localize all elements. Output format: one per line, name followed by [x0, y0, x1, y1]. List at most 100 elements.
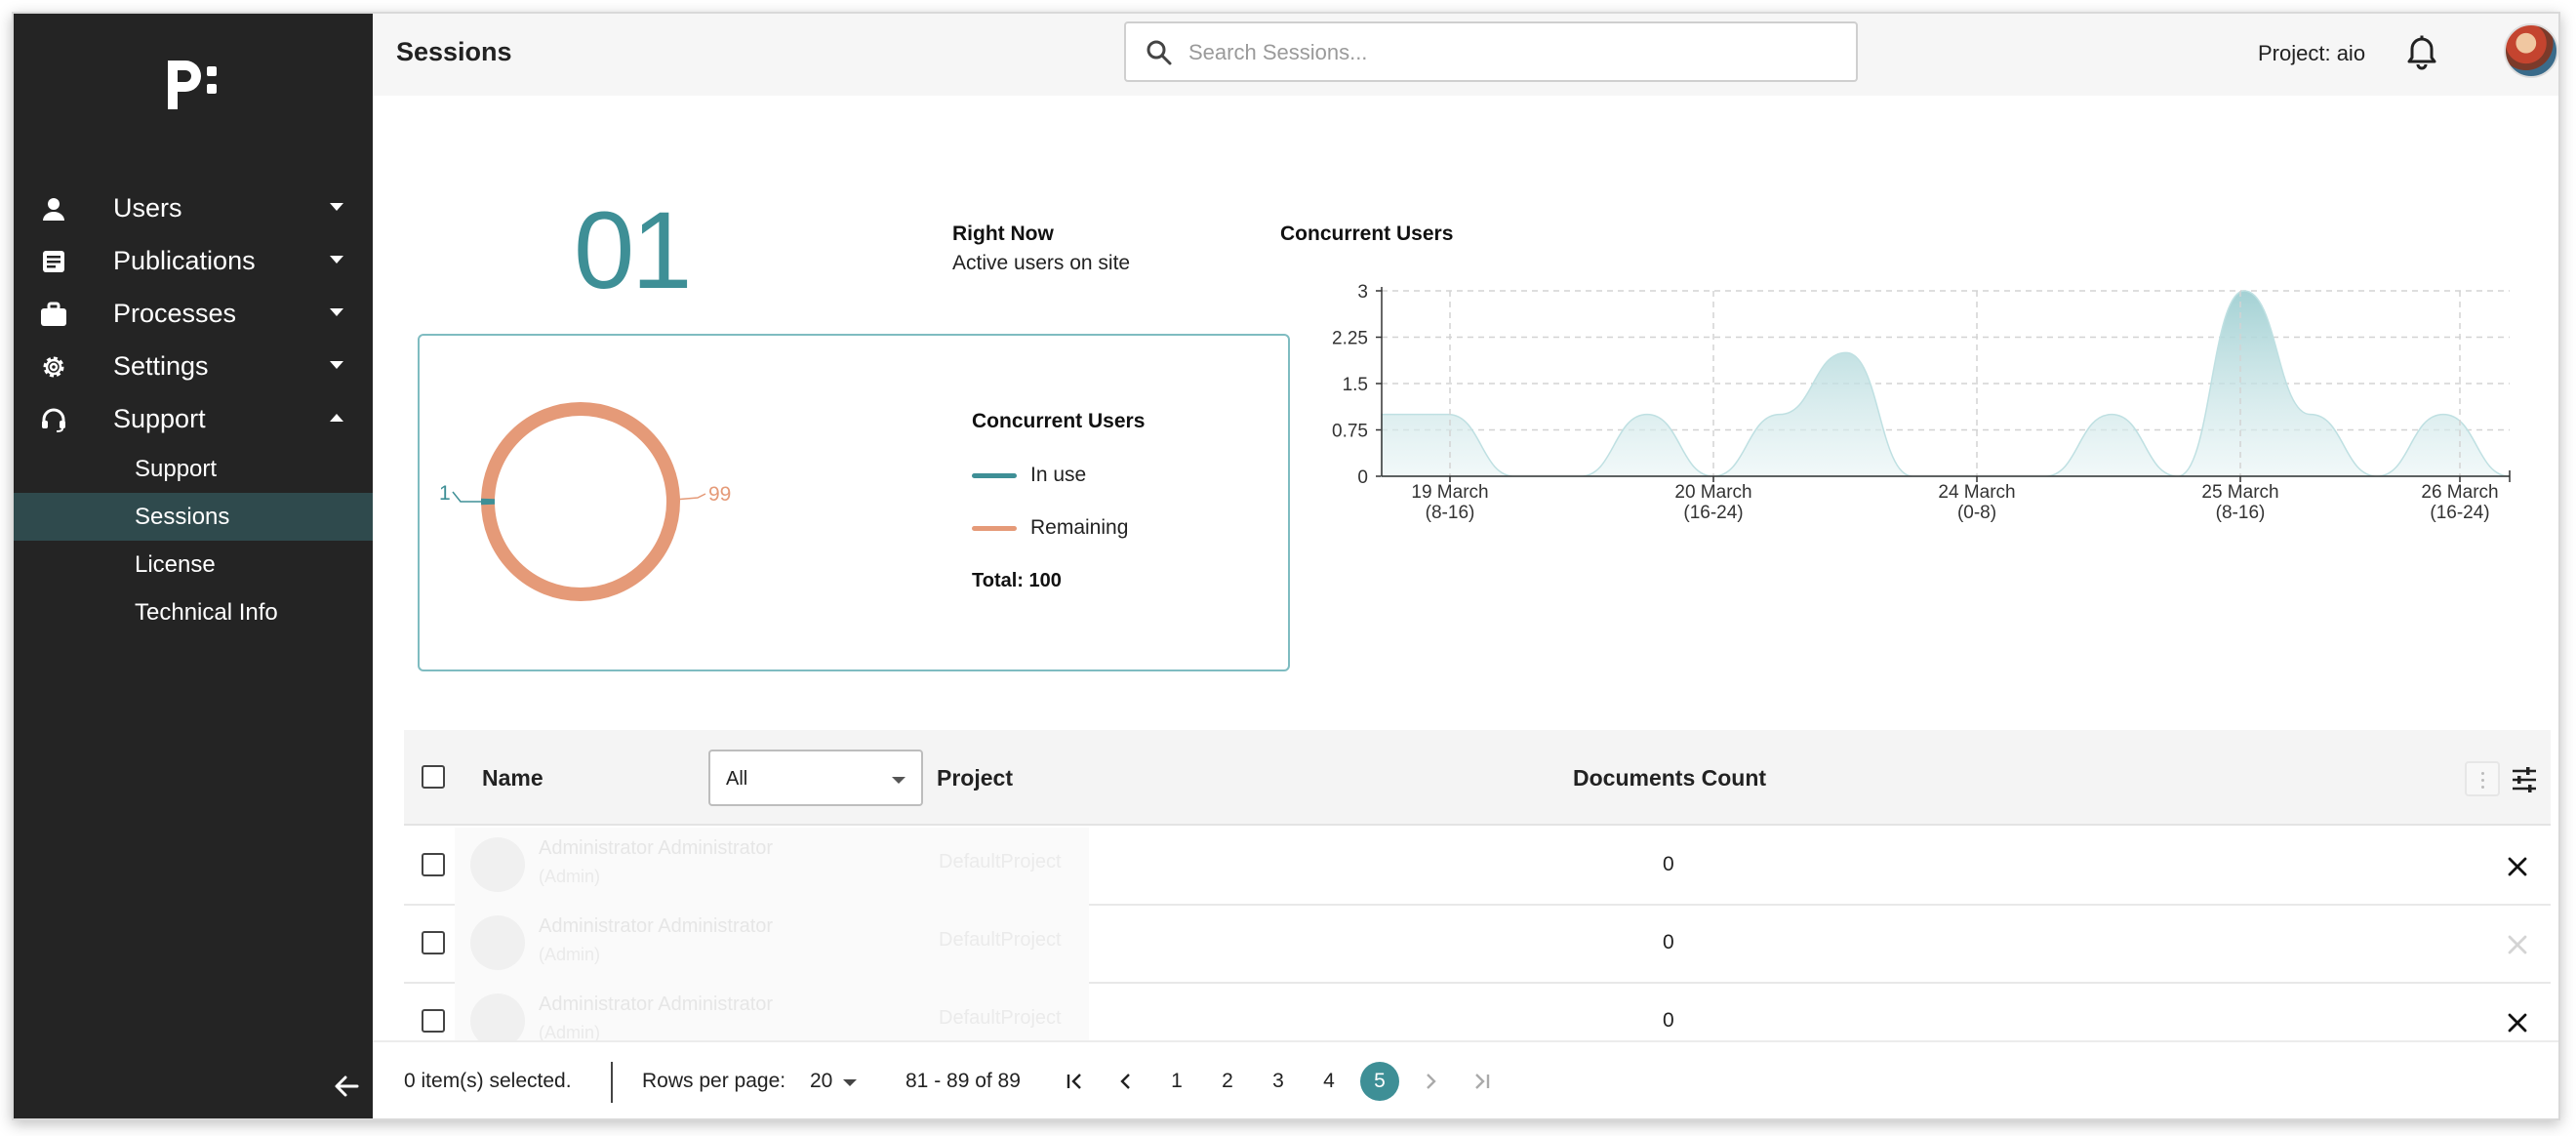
- active-users-count: 01: [574, 189, 693, 311]
- column-header-project[interactable]: Project: [937, 765, 1013, 791]
- chevron-down-icon: [330, 361, 343, 369]
- row-name: Administrator Administrator: [539, 915, 774, 937]
- row-checkbox[interactable]: [422, 931, 445, 954]
- search-icon: [1147, 40, 1172, 65]
- document-icon: [39, 247, 68, 276]
- project-label[interactable]: Project: aio: [2258, 41, 2366, 65]
- right-now-subtitle: Active users on site: [952, 252, 1131, 274]
- row-project: DefaultProject: [939, 851, 1062, 872]
- row-project: DefaultProject: [939, 1007, 1062, 1029]
- sidebar-item-label: Publications: [113, 245, 256, 275]
- last-page-button[interactable]: [1462, 1062, 1501, 1101]
- avatar: [470, 915, 525, 970]
- user-avatar[interactable]: [2504, 23, 2558, 78]
- column-header-name[interactable]: Name: [482, 765, 543, 791]
- name-filter-value: All: [726, 768, 748, 790]
- app-window: Users Publications Processes: [12, 12, 2560, 1120]
- chevron-up-icon: [330, 414, 343, 422]
- rows-per-page-label: Rows per page:: [642, 1070, 786, 1092]
- sidebar-item-label: Users: [113, 192, 182, 223]
- row-name-placeholder: Administrator Administrator (Admin) Defa…: [455, 828, 1089, 906]
- row-checkbox[interactable]: [422, 853, 445, 876]
- x-tick-label: 24 March: [1938, 482, 2015, 503]
- page-button-1[interactable]: 1: [1171, 1070, 1183, 1092]
- x-tick-label: (8-16): [1426, 503, 1475, 523]
- chevron-right-icon: [1427, 1074, 1436, 1089]
- row-role: (Admin): [539, 945, 601, 964]
- row-documents-count: 0: [1663, 853, 1674, 875]
- next-page-button[interactable]: [1411, 1062, 1450, 1101]
- person-icon: [39, 194, 68, 223]
- column-settings-icon[interactable]: [2510, 765, 2539, 794]
- y-tick-label: 3: [1357, 282, 1368, 303]
- sidebar-item-processes[interactable]: Processes: [14, 287, 373, 340]
- donut-legend-title: Concurrent Users: [972, 410, 1146, 432]
- legend-swatch-in-use: [972, 472, 1017, 478]
- sidebar-item-users[interactable]: Users: [14, 182, 373, 234]
- legend-item-remaining: Remaining: [972, 516, 1145, 539]
- row-checkbox[interactable]: [422, 1009, 445, 1033]
- sidebar-item-settings[interactable]: Settings: [14, 340, 373, 392]
- y-tick-label: 0: [1357, 467, 1368, 488]
- close-icon[interactable]: [2504, 931, 2531, 958]
- sidebar: Users Publications Processes: [14, 14, 373, 1118]
- y-tick-label: 1.5: [1343, 375, 1368, 395]
- more-options-icon[interactable]: [2465, 761, 2500, 796]
- top-bar: Sessions Project: aio: [373, 14, 2558, 96]
- donut-legend: Concurrent Users In use Remaining Total:…: [972, 410, 1145, 592]
- search-input[interactable]: [1188, 37, 1832, 68]
- page-button-4[interactable]: 4: [1323, 1070, 1335, 1092]
- page-button-5[interactable]: 5: [1360, 1062, 1399, 1101]
- sidebar-item-support[interactable]: Support: [14, 392, 373, 445]
- rows-per-page-select[interactable]: 20: [810, 1070, 833, 1092]
- selection-count: 0 item(s) selected.: [404, 1070, 572, 1092]
- sidebar-subitem-license[interactable]: License: [135, 550, 216, 578]
- previous-page-button[interactable]: [1107, 1062, 1146, 1101]
- row-name: Administrator Administrator: [539, 837, 774, 859]
- donut-remaining-value: 99: [708, 483, 731, 506]
- x-tick-label: (16-24): [2430, 503, 2489, 523]
- row-documents-count: 0: [1663, 1009, 1674, 1032]
- row-role: (Admin): [539, 867, 601, 886]
- chevron-left-icon: [1120, 1074, 1130, 1089]
- sidebar-subitem-technical-info[interactable]: Technical Info: [135, 598, 278, 626]
- collapse-sidebar-arrow-icon[interactable]: [332, 1072, 361, 1101]
- sidebar-item-label: Processes: [113, 298, 237, 328]
- page-button-3[interactable]: 3: [1272, 1070, 1284, 1092]
- concurrent-users-card: 1 99 Concurrent Users In use Remaining T…: [418, 334, 1290, 671]
- row-documents-count: 0: [1663, 931, 1674, 953]
- sidebar-subitem-sessions[interactable]: Sessions: [14, 493, 373, 541]
- chevron-down-icon[interactable]: [843, 1079, 857, 1086]
- select-all-checkbox[interactable]: [422, 765, 445, 789]
- last-page-icon: [1475, 1074, 1490, 1089]
- table-row[interactable]: Administrator Administrator (Admin) Defa…: [404, 906, 2551, 984]
- chevron-down-icon: [330, 308, 343, 316]
- table-row[interactable]: Administrator Administrator (Admin) Defa…: [404, 828, 2551, 906]
- legend-label-in-use: In use: [1030, 464, 1087, 486]
- table-pagination-footer: 0 item(s) selected. Rows per page: 20 81…: [373, 1040, 2558, 1118]
- x-tick-label: 20 March: [1674, 482, 1751, 503]
- close-icon[interactable]: [2504, 853, 2531, 880]
- sessions-content: 01 Right Now Active users on site 1 99 C…: [373, 96, 2558, 1118]
- donut-in-use-value: 1: [439, 482, 451, 505]
- close-icon[interactable]: [2504, 1009, 2531, 1036]
- donut-in-use-leader: [452, 491, 486, 503]
- donut-remaining-leader: [673, 493, 706, 501]
- bell-icon[interactable]: [2402, 33, 2441, 72]
- search-box: [1124, 21, 1858, 82]
- x-tick-label: 26 March: [2421, 482, 2498, 503]
- x-tick-label: (0-8): [1957, 503, 1996, 523]
- sidebar-nav: Users Publications Processes: [14, 182, 373, 636]
- sidebar-item-label: Settings: [113, 350, 209, 381]
- page-button-2[interactable]: 2: [1222, 1070, 1233, 1092]
- sidebar-item-publications[interactable]: Publications: [14, 234, 373, 287]
- column-header-documents-count[interactable]: Documents Count: [1573, 765, 1767, 791]
- x-tick-label: 19 March: [1411, 482, 1488, 503]
- concurrent-users-donut: 1 99: [439, 402, 731, 601]
- name-filter-select[interactable]: All: [708, 750, 923, 806]
- table-header: Name All Project Documents Count: [404, 730, 2551, 826]
- sidebar-subitem-support[interactable]: Support: [135, 455, 218, 482]
- first-page-button[interactable]: [1056, 1062, 1095, 1101]
- row-role: (Admin): [539, 1023, 601, 1042]
